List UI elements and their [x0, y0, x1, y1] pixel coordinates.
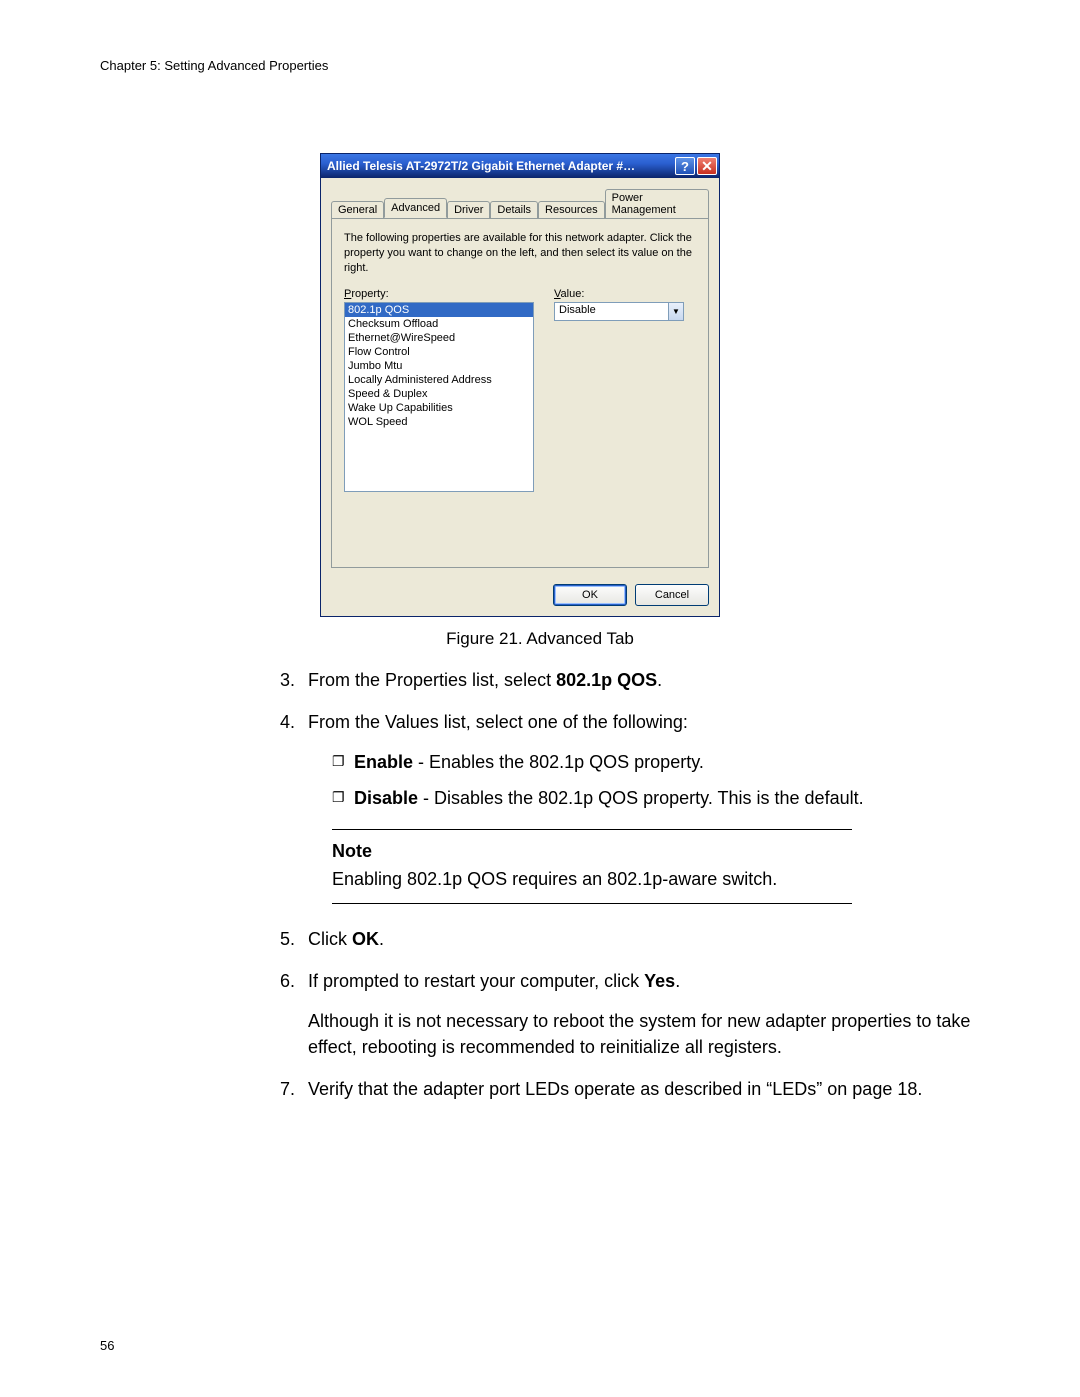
property-item-3[interactable]: Flow Control	[345, 345, 533, 359]
value-dropdown[interactable]: Disable ▼	[554, 302, 684, 321]
property-item-6[interactable]: Speed & Duplex	[345, 387, 533, 401]
property-item-8[interactable]: WOL Speed	[345, 415, 533, 429]
step-5: 5. Click OK.	[280, 926, 980, 952]
value-label: Value:	[554, 288, 696, 300]
bullet-icon: ❐	[332, 749, 354, 775]
step-number: 7.	[280, 1076, 308, 1102]
chapter-header: Chapter 5: Setting Advanced Properties	[100, 58, 980, 73]
note-title: Note	[332, 838, 852, 864]
property-item-5[interactable]: Locally Administered Address	[345, 373, 533, 387]
bullet-icon: ❐	[332, 785, 354, 811]
close-button[interactable]: ✕	[697, 157, 717, 175]
step4-option-enable: ❐ Enable - Enables the 802.1p QOS proper…	[332, 749, 980, 775]
step4-option-disable: ❐ Disable - Disables the 802.1p QOS prop…	[332, 785, 980, 811]
step-4: 4. From the Values list, select one of t…	[280, 709, 980, 909]
step3-bold: 802.1p QOS	[556, 670, 657, 690]
help-button[interactable]: ?	[675, 157, 695, 175]
dialog-titlebar: Allied Telesis AT-2972T/2 Gigabit Ethern…	[321, 154, 719, 178]
property-item-0[interactable]: 802.1p QOS	[345, 303, 533, 317]
tab-resources[interactable]: Resources	[538, 201, 605, 219]
dialog-title: Allied Telesis AT-2972T/2 Gigabit Ethern…	[327, 159, 673, 173]
step7-text: Verify that the adapter port LEDs operat…	[308, 1079, 922, 1099]
step-number: 5.	[280, 926, 308, 952]
note-block: Note Enabling 802.1p QOS requires an 802…	[332, 829, 852, 903]
properties-dialog: Allied Telesis AT-2972T/2 Gigabit Ethern…	[320, 153, 720, 617]
tab-details[interactable]: Details	[490, 201, 538, 219]
step3-prefix: From the Properties list, select	[308, 670, 556, 690]
step-number: 3.	[280, 667, 308, 693]
cancel-button[interactable]: Cancel	[635, 584, 709, 606]
tab-driver[interactable]: Driver	[447, 201, 490, 219]
step-number: 4.	[280, 709, 308, 909]
figure-caption: Figure 21. Advanced Tab	[100, 629, 980, 649]
tabs-row: General Advanced Driver Details Resource…	[331, 186, 709, 218]
property-item-1[interactable]: Checksum Offload	[345, 317, 533, 331]
step4-text: From the Values list, select one of the …	[308, 712, 688, 732]
panel-instructions: The following properties are available f…	[344, 231, 696, 276]
property-item-4[interactable]: Jumbo Mtu	[345, 359, 533, 373]
tab-panel-advanced: The following properties are available f…	[331, 218, 709, 568]
property-listbox[interactable]: 802.1p QOS Checksum Offload Ethernet@Wir…	[344, 302, 534, 492]
value-selected: Disable	[554, 302, 668, 321]
step-6: 6. If prompted to restart your computer,…	[280, 968, 980, 1060]
step-3: 3. From the Properties list, select 802.…	[280, 667, 980, 693]
step-7: 7. Verify that the adapter port LEDs ope…	[280, 1076, 980, 1102]
note-body: Enabling 802.1p QOS requires an 802.1p-a…	[332, 866, 852, 892]
tab-advanced[interactable]: Advanced	[384, 198, 447, 218]
dropdown-arrow-icon[interactable]: ▼	[668, 302, 684, 321]
step-number: 6.	[280, 968, 308, 1060]
ok-button[interactable]: OK	[553, 584, 627, 606]
tab-general[interactable]: General	[331, 201, 384, 219]
property-item-7[interactable]: Wake Up Capabilities	[345, 401, 533, 415]
step6-paragraph: Although it is not necessary to reboot t…	[308, 1008, 980, 1060]
property-label: Property:	[344, 288, 534, 300]
property-item-2[interactable]: Ethernet@WireSpeed	[345, 331, 533, 345]
tab-power-management[interactable]: Power Management	[605, 189, 709, 219]
page-number: 56	[100, 1338, 114, 1353]
